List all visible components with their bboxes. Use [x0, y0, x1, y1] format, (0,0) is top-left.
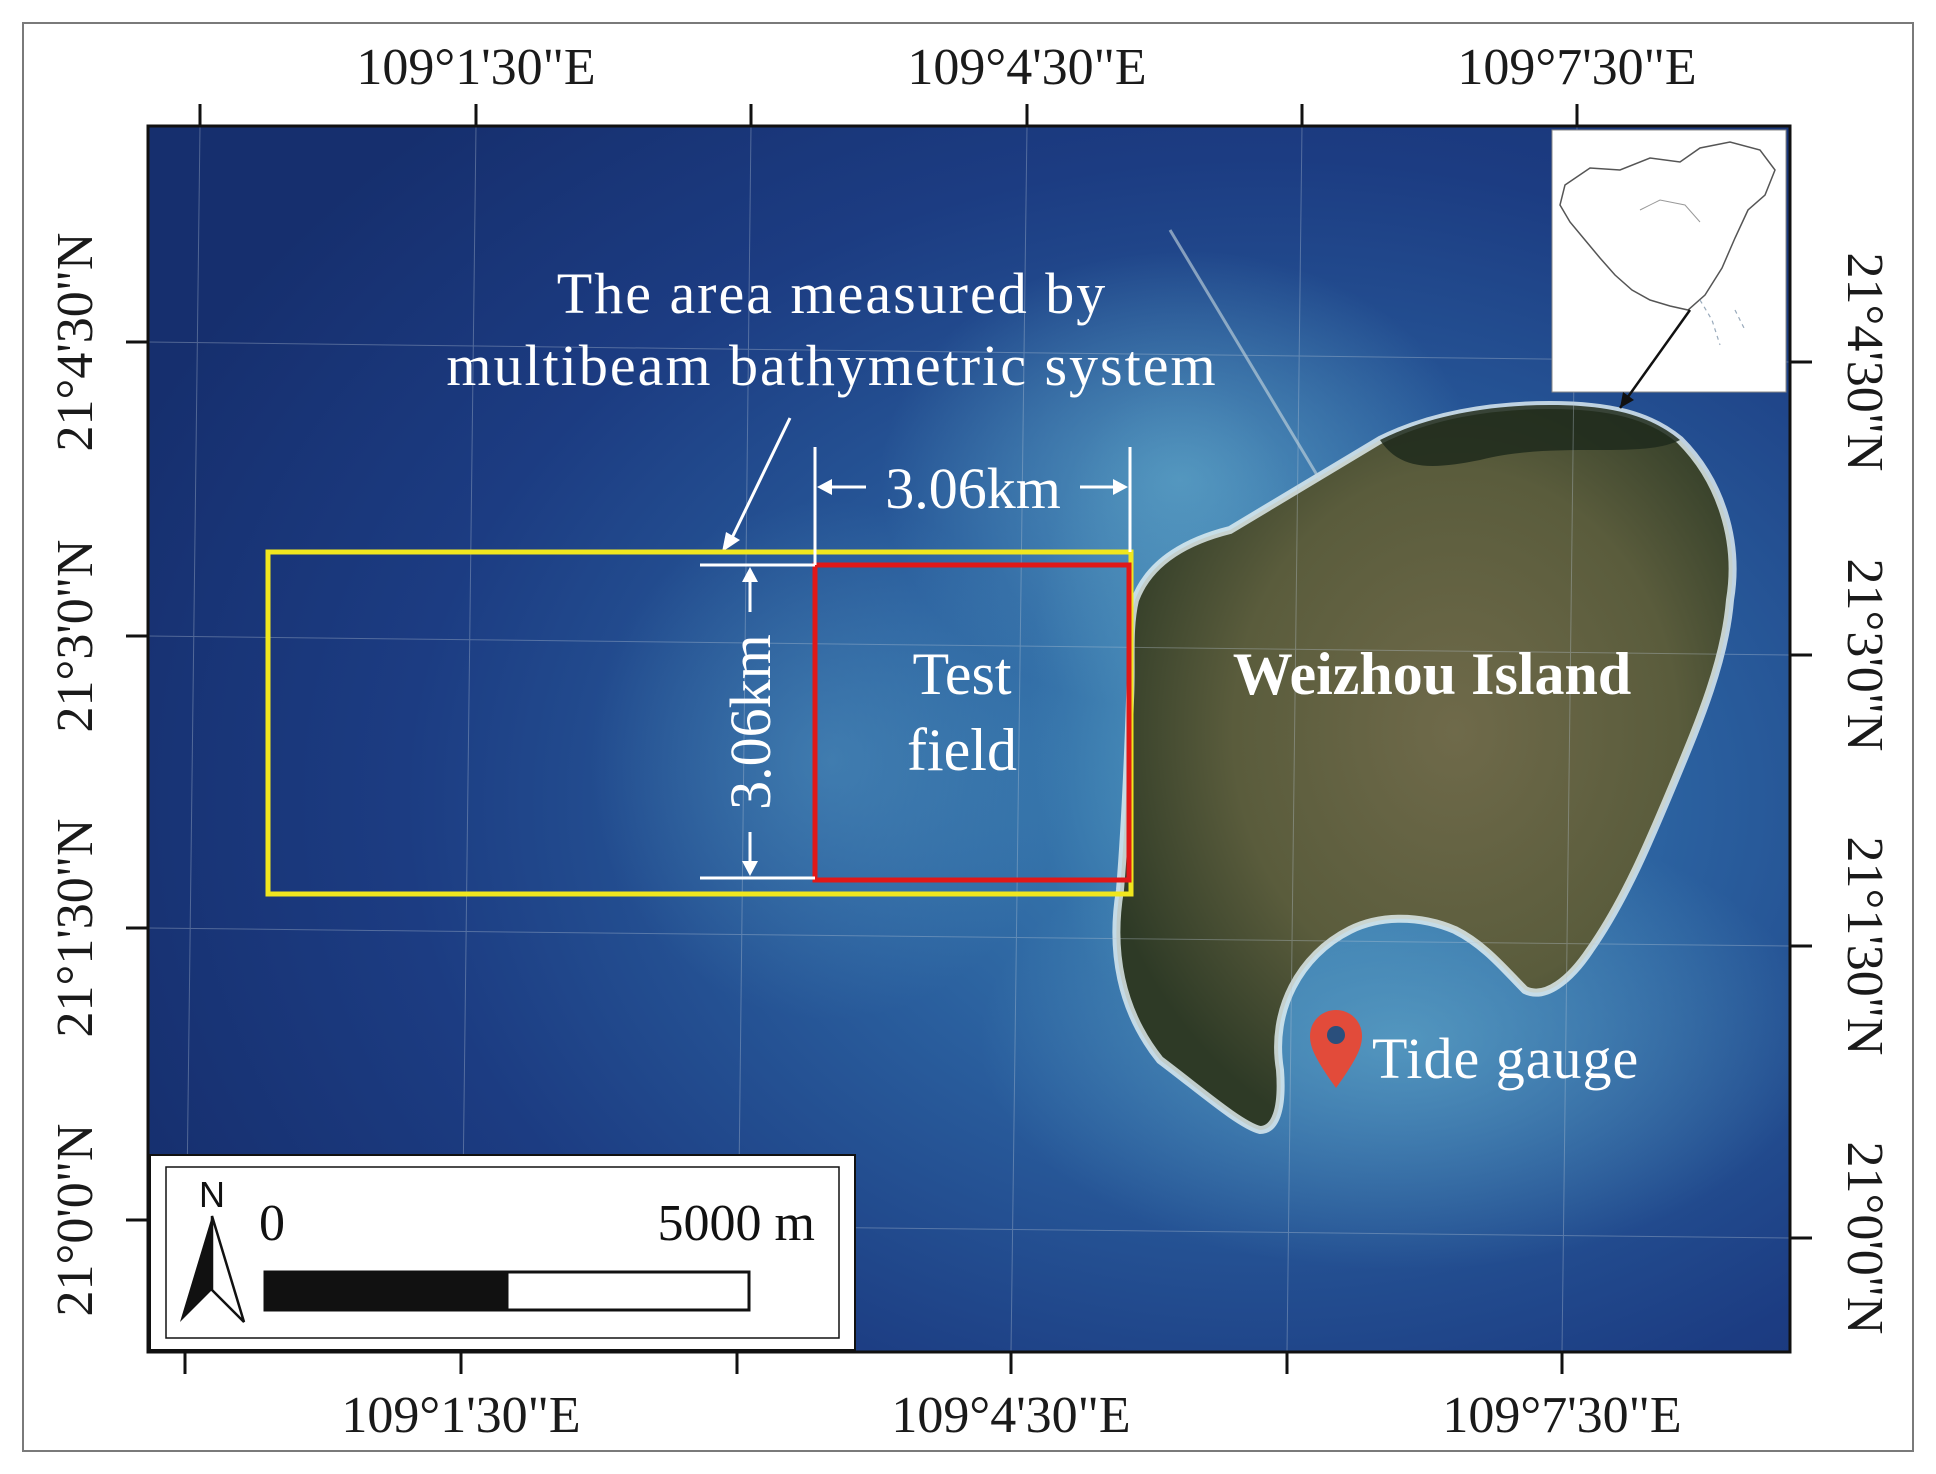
tide-gauge-label: Tide gauge [1372, 1026, 1639, 1091]
china-inset-map [1551, 129, 1787, 409]
bottom-lon-label: 109°4'30"E [891, 1387, 1130, 1444]
top-lon-label: 109°1'30"E [356, 39, 595, 96]
bottom-ticks [183, 1352, 1564, 1374]
bottom-lon-label: 109°1'30"E [341, 1387, 580, 1444]
scale-segment-filled [265, 1272, 507, 1310]
right-lat-label: 21°1'30"N [1836, 837, 1893, 1056]
right-ticks [1790, 360, 1812, 1240]
right-lat-label: 21°3'0"N [1836, 559, 1893, 752]
north-label: N [199, 1174, 225, 1215]
test-field-label-line2: field [907, 717, 1017, 783]
right-lat-label: 21°0'0"N [1836, 1142, 1893, 1335]
multibeam-label-line2: multibeam bathymetric system [446, 333, 1217, 398]
width-arrow-left [817, 479, 832, 495]
multibeam-pointer-arrow [722, 417, 792, 552]
height-label: 3.06km [718, 634, 783, 810]
top-ticks [198, 104, 1579, 126]
bottom-lon-label: 109°7'30"E [1442, 1387, 1681, 1444]
width-arrow-right [1113, 479, 1128, 495]
top-lon-label: 109°4'30"E [907, 39, 1146, 96]
map-pin-icon [1310, 1010, 1362, 1088]
island-label: Weizhou Island [1233, 641, 1631, 707]
scale-max-label: 5000 m [658, 1195, 815, 1252]
scale-legend: N 0 5000 m [149, 1154, 856, 1351]
left-lat-label: 21°3'0"N [47, 540, 104, 733]
left-lat-label: 21°4'30"N [47, 233, 104, 452]
scale-segment-empty [505, 1270, 751, 1312]
left-lat-label: 21°1'30"N [47, 819, 104, 1038]
test-field-box [812, 562, 1132, 883]
scale-zero-label: 0 [259, 1195, 285, 1252]
satellite-image [148, 126, 1790, 1352]
left-lat-label: 21°0'0"N [47, 1124, 104, 1317]
left-ticks [126, 340, 148, 1222]
test-field-label-line1: Test [912, 641, 1011, 707]
north-arrow-icon [180, 1215, 246, 1323]
height-arrow-bottom [742, 861, 758, 876]
map-border [146, 124, 1792, 1354]
figure-frame [22, 22, 1914, 1452]
right-lat-label: 21°4'30"N [1836, 253, 1893, 472]
top-lon-label: 109°7'30"E [1457, 39, 1696, 96]
width-label: 3.06km [885, 456, 1061, 521]
height-arrow-top [742, 567, 758, 582]
multibeam-label-line1: The area measured by [557, 261, 1107, 326]
